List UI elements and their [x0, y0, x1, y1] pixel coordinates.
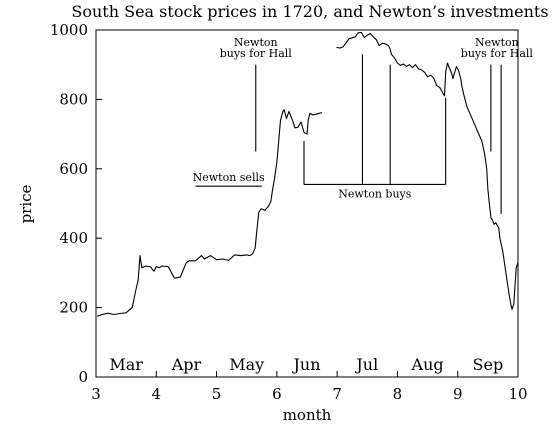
x-tick-label: 9 [453, 385, 463, 403]
series-segment [97, 109, 323, 317]
buys-for-hall-2-label: buys for Hall [461, 47, 534, 60]
buys-for-hall-1-label: buys for Hall [220, 47, 293, 60]
month-label: Sep [473, 355, 504, 374]
y-tick-label: 1000 [50, 21, 88, 39]
y-tick-label: 0 [78, 368, 88, 386]
month-label: May [229, 355, 264, 374]
y-tick-label: 400 [59, 229, 88, 247]
month-label: Aug [411, 355, 444, 374]
plot-frame [95, 29, 519, 378]
newton-buys-label: Newton buys [338, 187, 412, 200]
x-tick-label: 5 [212, 385, 222, 403]
x-tick-label: 8 [393, 385, 403, 403]
buys-for-hall-2-label: Newton [475, 36, 519, 49]
y-tick-label: 200 [59, 299, 88, 317]
month-labels: Mar Apr May Jun Jul Aug Sep [109, 355, 503, 374]
y-axis-label: price [17, 184, 35, 223]
y-tick-label: 800 [59, 90, 88, 108]
x-axis-label: month [283, 406, 332, 424]
x-tick-label: 3 [91, 385, 101, 403]
month-label: Apr [171, 355, 202, 374]
y-ticks: 0 200 400 600 800 1000 [50, 21, 102, 386]
month-label: Jun [291, 355, 320, 374]
newton-sells-label: Newton sells [193, 171, 265, 184]
chart-title: South Sea stock prices in 1720, and Newt… [71, 2, 548, 21]
x-ticks: 3 4 5 6 7 8 9 10 [91, 371, 528, 403]
series-line [97, 31, 519, 317]
series-segment [336, 31, 519, 310]
month-label: Mar [109, 355, 143, 374]
y-tick-label: 600 [59, 160, 88, 178]
buys-for-hall-1-label: Newton [234, 36, 278, 49]
x-tick-label: 4 [152, 385, 162, 403]
x-tick-label: 7 [332, 385, 342, 403]
x-tick-label: 10 [508, 385, 527, 403]
month-label: Jul [354, 355, 378, 374]
x-tick-label: 6 [272, 385, 282, 403]
